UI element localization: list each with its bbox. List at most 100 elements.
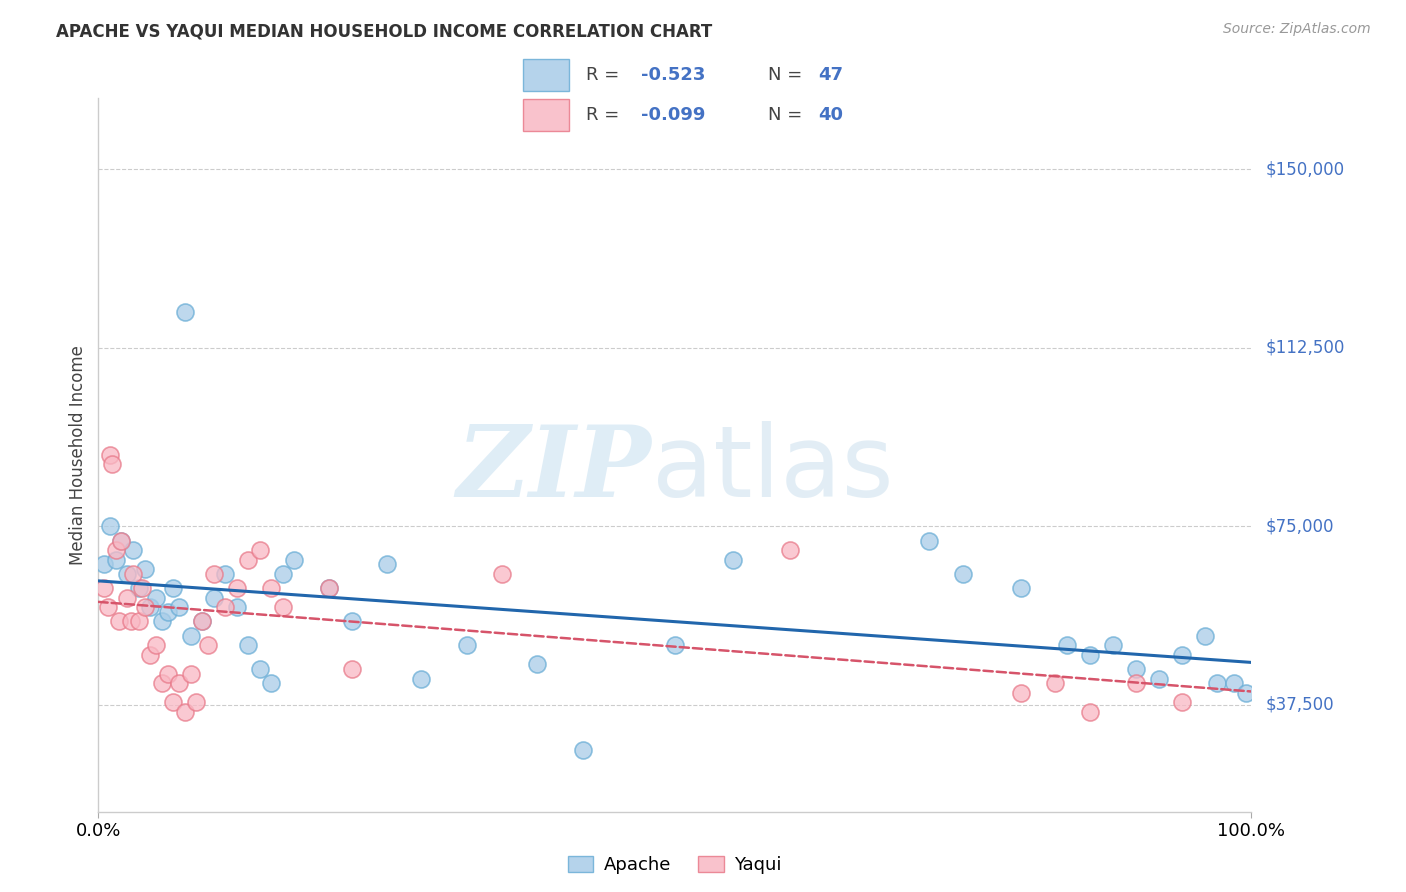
Point xyxy=(139,600,162,615)
Point xyxy=(122,543,145,558)
Point xyxy=(1234,686,1257,700)
Point xyxy=(128,615,150,629)
Text: $75,000: $75,000 xyxy=(1265,517,1334,535)
Point xyxy=(131,581,153,595)
Point xyxy=(93,581,115,595)
Point xyxy=(145,638,167,652)
Point xyxy=(110,533,132,548)
Point xyxy=(260,676,283,690)
Point xyxy=(108,615,131,629)
Text: ZIP: ZIP xyxy=(457,421,652,517)
Point xyxy=(97,600,120,615)
Point xyxy=(1125,662,1147,676)
Point xyxy=(180,666,202,681)
Point xyxy=(238,552,260,566)
Text: $150,000: $150,000 xyxy=(1265,161,1344,178)
Point xyxy=(917,533,939,548)
Text: APACHE VS YAQUI MEDIAN HOUSEHOLD INCOME CORRELATION CHART: APACHE VS YAQUI MEDIAN HOUSEHOLD INCOME … xyxy=(56,22,713,40)
Point xyxy=(375,558,398,572)
Point xyxy=(104,552,127,566)
Bar xyxy=(523,99,569,131)
Point xyxy=(526,657,548,672)
Point xyxy=(202,591,225,605)
Point xyxy=(1205,676,1227,690)
Point xyxy=(134,562,156,576)
Point xyxy=(1171,648,1194,662)
Point xyxy=(120,615,142,629)
Text: R =: R = xyxy=(586,66,626,84)
Point xyxy=(117,591,138,605)
Point xyxy=(186,695,208,709)
Point xyxy=(150,615,173,629)
Point xyxy=(134,600,156,615)
Point xyxy=(180,629,202,643)
Point xyxy=(952,566,974,581)
Point xyxy=(167,600,190,615)
Point xyxy=(1102,638,1125,652)
Text: -0.099: -0.099 xyxy=(641,106,706,124)
Point xyxy=(191,615,214,629)
Text: R =: R = xyxy=(586,106,626,124)
Point xyxy=(1045,676,1067,690)
Point xyxy=(104,543,127,558)
Text: 40: 40 xyxy=(818,106,844,124)
Point xyxy=(456,638,478,652)
Text: Source: ZipAtlas.com: Source: ZipAtlas.com xyxy=(1223,22,1371,37)
Point xyxy=(117,566,138,581)
Point xyxy=(122,566,145,581)
Point xyxy=(139,648,162,662)
Point xyxy=(1171,695,1194,709)
Point xyxy=(1125,676,1147,690)
Y-axis label: Median Household Income: Median Household Income xyxy=(69,345,87,565)
Point xyxy=(340,615,363,629)
Point xyxy=(1147,672,1170,686)
Point xyxy=(721,552,744,566)
Point xyxy=(202,566,225,581)
Point xyxy=(167,676,190,690)
Point xyxy=(98,519,121,533)
Point xyxy=(271,566,294,581)
Point xyxy=(156,666,179,681)
Text: $37,500: $37,500 xyxy=(1265,696,1334,714)
Point xyxy=(214,566,236,581)
Point xyxy=(197,638,219,652)
Text: N =: N = xyxy=(768,106,807,124)
Point xyxy=(1056,638,1078,652)
Text: 47: 47 xyxy=(818,66,844,84)
Point xyxy=(225,581,247,595)
Point xyxy=(491,566,513,581)
Point xyxy=(779,543,801,558)
Point xyxy=(1194,629,1216,643)
Point xyxy=(128,581,150,595)
Point xyxy=(93,558,115,572)
Point xyxy=(318,581,340,595)
Point xyxy=(191,615,214,629)
Point xyxy=(174,705,197,719)
Point xyxy=(238,638,260,652)
Point xyxy=(1010,581,1032,595)
Text: N =: N = xyxy=(768,66,807,84)
Point xyxy=(110,533,132,548)
Legend: Apache, Yaqui: Apache, Yaqui xyxy=(561,848,789,881)
Point xyxy=(411,672,433,686)
Point xyxy=(225,600,247,615)
Point xyxy=(260,581,283,595)
Bar xyxy=(523,59,569,91)
Point xyxy=(249,543,271,558)
Point xyxy=(162,695,184,709)
Text: -0.523: -0.523 xyxy=(641,66,706,84)
Point xyxy=(101,458,124,472)
Point xyxy=(1010,686,1032,700)
Point xyxy=(1078,648,1101,662)
Point xyxy=(214,600,236,615)
Text: atlas: atlas xyxy=(652,421,893,517)
Point xyxy=(162,581,184,595)
Point xyxy=(150,676,173,690)
Text: $112,500: $112,500 xyxy=(1265,339,1344,357)
Point xyxy=(98,448,121,462)
Point xyxy=(174,305,197,319)
Point xyxy=(664,638,686,652)
Point xyxy=(271,600,294,615)
Point xyxy=(249,662,271,676)
Point xyxy=(571,743,593,757)
